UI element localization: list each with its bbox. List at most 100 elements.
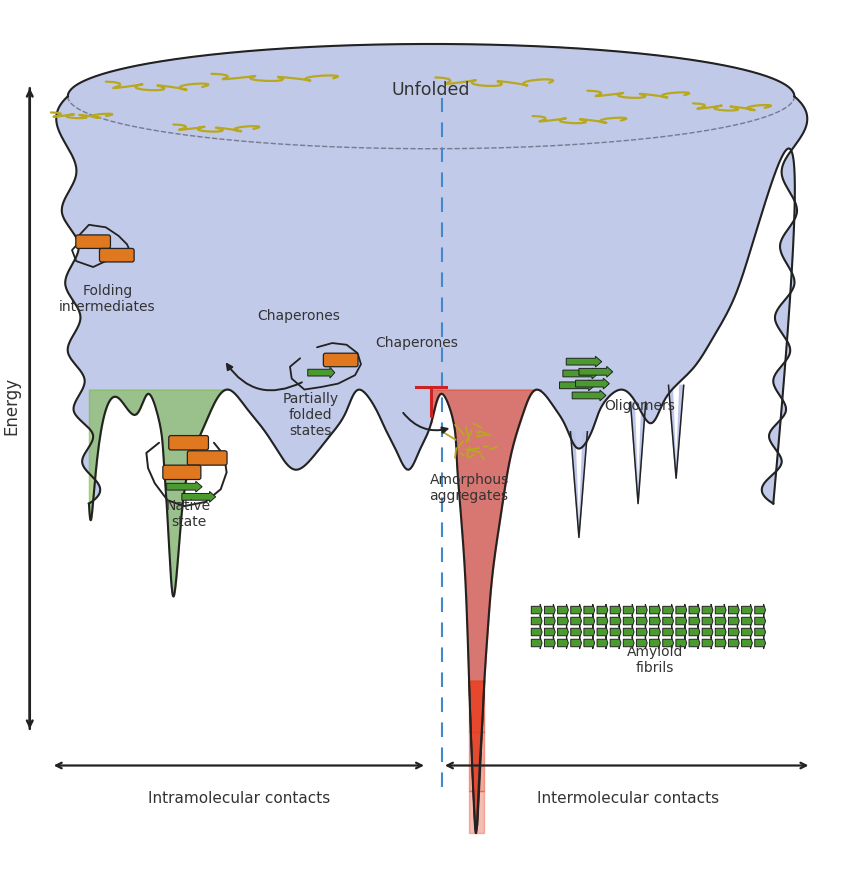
- FancyArrow shape: [637, 626, 647, 638]
- Text: Chaperones: Chaperones: [376, 336, 458, 350]
- FancyArrow shape: [597, 637, 608, 649]
- FancyArrow shape: [545, 604, 555, 616]
- FancyBboxPatch shape: [163, 465, 201, 480]
- FancyArrow shape: [584, 604, 595, 616]
- FancyBboxPatch shape: [169, 436, 208, 450]
- FancyArrow shape: [531, 626, 542, 638]
- FancyArrow shape: [702, 626, 713, 638]
- FancyArrow shape: [545, 626, 555, 638]
- FancyArrow shape: [755, 637, 766, 649]
- FancyArrow shape: [755, 604, 766, 616]
- FancyArrow shape: [637, 637, 647, 649]
- Text: Partially
folded
states: Partially folded states: [282, 392, 338, 438]
- FancyArrow shape: [558, 637, 569, 649]
- Polygon shape: [631, 402, 646, 504]
- Text: Intermolecular contacts: Intermolecular contacts: [537, 791, 719, 806]
- FancyArrow shape: [676, 637, 687, 649]
- FancyArrow shape: [716, 626, 726, 638]
- FancyArrow shape: [702, 637, 713, 649]
- FancyArrow shape: [575, 378, 609, 389]
- FancyArrow shape: [755, 615, 766, 627]
- FancyArrow shape: [584, 615, 595, 627]
- Text: Intramolecular contacts: Intramolecular contacts: [148, 791, 331, 806]
- FancyArrow shape: [689, 626, 700, 638]
- Polygon shape: [56, 97, 807, 833]
- FancyArrow shape: [558, 626, 569, 638]
- FancyBboxPatch shape: [323, 353, 358, 367]
- FancyArrow shape: [741, 615, 752, 627]
- FancyArrow shape: [167, 481, 202, 492]
- FancyArrow shape: [649, 615, 660, 627]
- Text: Amorphous
aggregates: Amorphous aggregates: [429, 473, 509, 503]
- FancyArrow shape: [649, 626, 660, 638]
- Text: Oligomers: Oligomers: [604, 399, 675, 413]
- FancyArrow shape: [182, 492, 216, 502]
- FancyArrow shape: [610, 615, 621, 627]
- FancyArrow shape: [741, 626, 752, 638]
- FancyArrow shape: [610, 637, 621, 649]
- FancyArrow shape: [610, 626, 621, 638]
- Text: Unfolded: Unfolded: [392, 80, 470, 99]
- FancyArrow shape: [689, 637, 700, 649]
- FancyArrow shape: [570, 626, 581, 638]
- FancyArrow shape: [563, 368, 598, 379]
- Polygon shape: [68, 44, 795, 149]
- FancyArrow shape: [637, 604, 647, 616]
- FancyArrow shape: [584, 637, 595, 649]
- FancyArrow shape: [637, 615, 647, 627]
- FancyArrow shape: [579, 366, 613, 378]
- FancyArrow shape: [663, 626, 673, 638]
- FancyArrow shape: [558, 615, 569, 627]
- FancyArrow shape: [741, 604, 752, 616]
- FancyArrow shape: [584, 626, 595, 638]
- FancyArrow shape: [663, 604, 673, 616]
- FancyArrow shape: [559, 380, 595, 391]
- FancyArrow shape: [676, 604, 687, 616]
- Text: Native
state: Native state: [166, 499, 211, 528]
- FancyArrow shape: [308, 367, 335, 378]
- FancyArrow shape: [545, 637, 555, 649]
- FancyArrow shape: [663, 637, 673, 649]
- FancyArrow shape: [689, 604, 700, 616]
- FancyBboxPatch shape: [187, 451, 227, 465]
- FancyArrow shape: [702, 604, 713, 616]
- FancyArrow shape: [623, 626, 634, 638]
- FancyArrow shape: [566, 357, 602, 367]
- Polygon shape: [668, 385, 683, 478]
- Text: Energy: Energy: [3, 378, 20, 435]
- Text: Folding
intermediates: Folding intermediates: [60, 284, 156, 314]
- FancyArrow shape: [623, 615, 634, 627]
- FancyArrow shape: [597, 626, 608, 638]
- FancyArrow shape: [728, 637, 739, 649]
- FancyArrow shape: [597, 615, 608, 627]
- FancyArrow shape: [597, 604, 608, 616]
- FancyArrow shape: [531, 615, 542, 627]
- FancyArrow shape: [570, 604, 581, 616]
- FancyArrow shape: [716, 615, 726, 627]
- FancyBboxPatch shape: [76, 235, 110, 249]
- FancyArrow shape: [741, 637, 752, 649]
- FancyArrow shape: [716, 637, 726, 649]
- FancyArrow shape: [728, 615, 739, 627]
- FancyArrow shape: [755, 626, 766, 638]
- FancyArrow shape: [716, 604, 726, 616]
- FancyArrow shape: [531, 604, 542, 616]
- FancyArrow shape: [728, 604, 739, 616]
- FancyArrow shape: [676, 626, 687, 638]
- FancyArrow shape: [623, 604, 634, 616]
- FancyBboxPatch shape: [99, 249, 134, 262]
- Polygon shape: [469, 681, 484, 833]
- FancyArrow shape: [649, 637, 660, 649]
- FancyArrow shape: [649, 604, 660, 616]
- Polygon shape: [570, 432, 587, 537]
- FancyArrow shape: [545, 615, 555, 627]
- FancyArrow shape: [558, 604, 569, 616]
- FancyArrow shape: [676, 615, 687, 627]
- FancyArrow shape: [531, 637, 542, 649]
- FancyArrow shape: [728, 626, 739, 638]
- FancyArrow shape: [572, 390, 606, 401]
- FancyArrow shape: [570, 637, 581, 649]
- FancyArrow shape: [663, 615, 673, 627]
- FancyArrow shape: [570, 615, 581, 627]
- FancyArrow shape: [689, 615, 700, 627]
